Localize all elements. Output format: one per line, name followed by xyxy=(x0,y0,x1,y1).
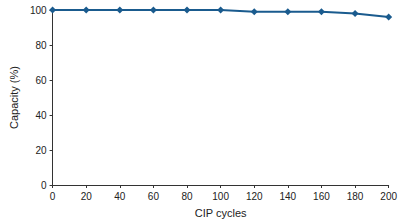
svg-text:100: 100 xyxy=(212,191,229,202)
svg-text:100: 100 xyxy=(30,5,47,16)
svg-text:60: 60 xyxy=(148,191,160,202)
svg-text:80: 80 xyxy=(35,40,47,51)
svg-text:40: 40 xyxy=(35,110,47,121)
svg-text:Capacity (%): Capacity (%) xyxy=(8,66,20,129)
svg-text:20: 20 xyxy=(35,145,47,156)
svg-text:60: 60 xyxy=(35,75,47,86)
svg-text:80: 80 xyxy=(181,191,193,202)
svg-text:0: 0 xyxy=(50,191,56,202)
svg-text:140: 140 xyxy=(279,191,296,202)
svg-text:20: 20 xyxy=(81,191,93,202)
svg-text:CIP cycles: CIP cycles xyxy=(195,207,247,219)
svg-text:120: 120 xyxy=(246,191,263,202)
svg-text:180: 180 xyxy=(347,191,364,202)
svg-text:200: 200 xyxy=(380,191,397,202)
svg-text:160: 160 xyxy=(313,191,330,202)
svg-text:40: 40 xyxy=(114,191,126,202)
svg-text:0: 0 xyxy=(41,180,47,191)
